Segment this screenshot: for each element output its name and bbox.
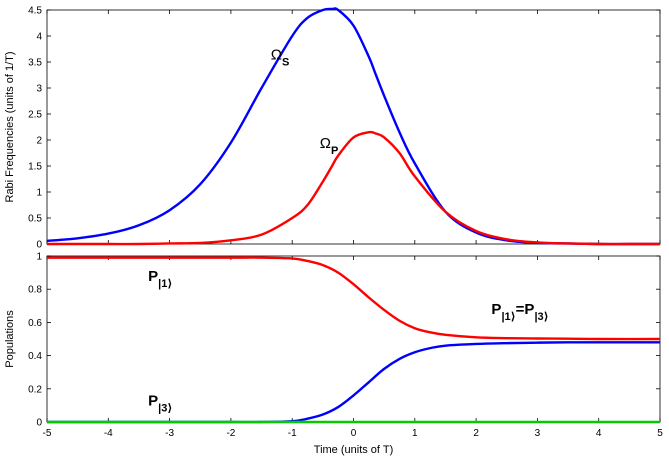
x-tick-label: 0 [351,428,357,439]
y-tick-label: 1.5 [28,162,42,173]
y-tick-label: 2 [36,136,42,147]
curve-annotation: ΩP [320,135,339,157]
plot-frame [46,9,661,245]
x-tick-label: -5 [43,428,52,439]
y-tick-label: 0.4 [28,351,42,362]
x-tick-label: 1 [412,428,418,439]
y-tick-label: 0.6 [28,318,42,329]
curve-annotation: P|1⟩ [148,268,172,290]
x-tick-label: -4 [104,428,113,439]
y-tick-label: 2.5 [28,110,42,121]
x-tick-label: 4 [596,428,602,439]
curve-annotation: ΩS [271,46,290,68]
y-tick-label: 0.8 [28,285,42,296]
y-tick-label: 4.5 [28,6,42,17]
x-tick-label: 5 [657,428,663,439]
x-tick-label: -3 [165,428,174,439]
y-tick-label: 1 [36,252,42,263]
x-tick-label: 3 [535,428,541,439]
series-line-1 [47,130,660,246]
y-axis-label: Populations [4,310,16,368]
y-tick-label: 0 [36,240,42,251]
series-line-0 [47,256,661,341]
rabi-frequency-panel: 0 0.5 1 1.5 2 2.5 3 3.5 4 4.5 Rabi Frequencies (un… [4,6,661,251]
y-tick-label: 0.2 [28,384,42,395]
y-tick-label: 3.5 [28,58,42,69]
x-tick-label: -1 [288,428,297,439]
y-tick-label: 0 [36,418,42,429]
y-tick-label: 4 [36,32,42,43]
y-tick-label: 0.5 [28,214,42,225]
curve-annotation: P|3⟩ [148,392,172,414]
x-tick-label: 2 [473,428,479,439]
y-axis-label: Rabi Frequencies (units of 1/T) [4,51,16,202]
x-tick-label: -2 [226,428,235,439]
y-tick-label: 1 [36,188,42,199]
population-panel: 0 0.2 0.4 0.6 0.8 1 -5 -4 -3 -2 -1 0 1 2 3 4 5 Population… [4,252,663,457]
series-line-1 [46,341,660,424]
y-tick-label: 3 [36,84,42,95]
x-axis-label: Time (units of T) [314,444,393,456]
series-line-0 [46,7,660,246]
curve-annotation: P|1⟩=P|3⟩ [491,301,548,323]
